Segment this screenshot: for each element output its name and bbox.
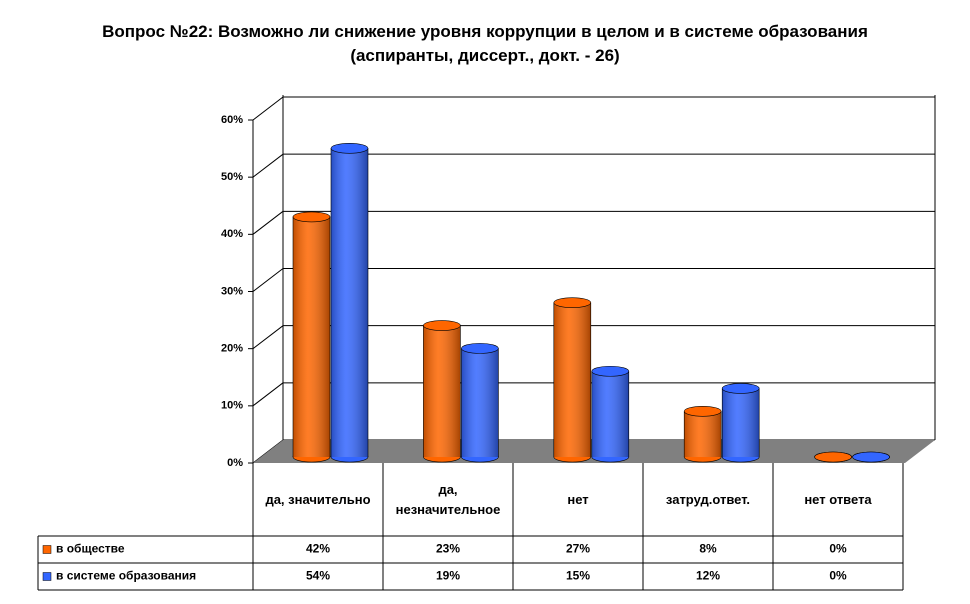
- bar: [461, 343, 499, 463]
- bar: [423, 320, 461, 463]
- bar: [591, 365, 630, 463]
- x-tick-label: нет: [567, 491, 589, 507]
- bar-outline: [461, 348, 499, 457]
- bar: [852, 451, 890, 463]
- bar: [330, 143, 369, 463]
- y-tick-label: 50%: [221, 171, 243, 183]
- y-tick-label: 60%: [221, 114, 243, 126]
- bar-top: [814, 451, 852, 463]
- legend-key: [42, 572, 52, 581]
- bar-top: [553, 297, 592, 308]
- bar-shade: [461, 348, 499, 457]
- bar-shade: [722, 388, 760, 457]
- value-label: 8%: [699, 542, 717, 556]
- bar-top: [461, 343, 499, 354]
- grid-line: [252, 268, 284, 292]
- bar-shade: [553, 302, 591, 457]
- y-tick-label: 0%: [227, 457, 243, 469]
- y-tick-label: 40%: [221, 228, 243, 240]
- value-label: 19%: [436, 569, 460, 583]
- bar-outline: [591, 371, 630, 457]
- grid-line: [252, 210, 284, 235]
- y-tick-label: 10%: [221, 400, 243, 412]
- bar-top: [591, 365, 630, 377]
- value-label: 23%: [436, 542, 460, 556]
- value-label: 0%: [829, 569, 847, 583]
- chart-title: Вопрос №22: Возможно ли снижение уровня …: [102, 22, 868, 65]
- bar-shade: [331, 148, 368, 458]
- bar: [721, 383, 760, 463]
- bar-shade: [293, 216, 330, 457]
- bar-top: [330, 143, 369, 154]
- grid-line: [252, 153, 284, 178]
- bar-top: [852, 451, 890, 463]
- x-tick-label: затруд.ответ.: [665, 491, 751, 507]
- x-tick-label: да, незначительное: [395, 481, 501, 517]
- bar: [553, 297, 592, 463]
- value-label: 12%: [696, 569, 720, 583]
- value-label: 0%: [829, 542, 847, 556]
- bar-top: [292, 211, 331, 223]
- grid-line: [252, 96, 284, 121]
- bar-top: [721, 383, 760, 394]
- bar-shade: [423, 325, 461, 457]
- value-label: 15%: [566, 569, 590, 583]
- grid-line: [252, 382, 284, 407]
- x-tick-label: нет ответа: [804, 491, 872, 507]
- grid-line: [252, 325, 284, 350]
- value-label: 54%: [306, 569, 330, 583]
- x-tick-label: да, значительно: [265, 491, 371, 507]
- bar-outline: [553, 302, 592, 457]
- bar-shade: [684, 411, 722, 457]
- legend-label: в обществе: [56, 542, 125, 556]
- y-tick-label: 30%: [221, 285, 243, 297]
- legend-key: [42, 545, 52, 554]
- bar-outline: [721, 388, 760, 457]
- bar-shade: [591, 371, 629, 457]
- bar-top: [423, 320, 461, 331]
- bar-top: [683, 405, 722, 417]
- bar: [292, 211, 331, 463]
- legend-label: в системе образования: [56, 569, 196, 583]
- bar-outline: [292, 216, 331, 457]
- value-label: 27%: [566, 542, 590, 556]
- bar-outline: [683, 411, 722, 457]
- y-tick-label: 20%: [221, 343, 243, 355]
- bar: [683, 405, 722, 463]
- value-label: 42%: [306, 542, 330, 556]
- bar: [814, 451, 852, 463]
- bar-outline: [423, 325, 461, 457]
- bar-outline: [330, 148, 369, 457]
